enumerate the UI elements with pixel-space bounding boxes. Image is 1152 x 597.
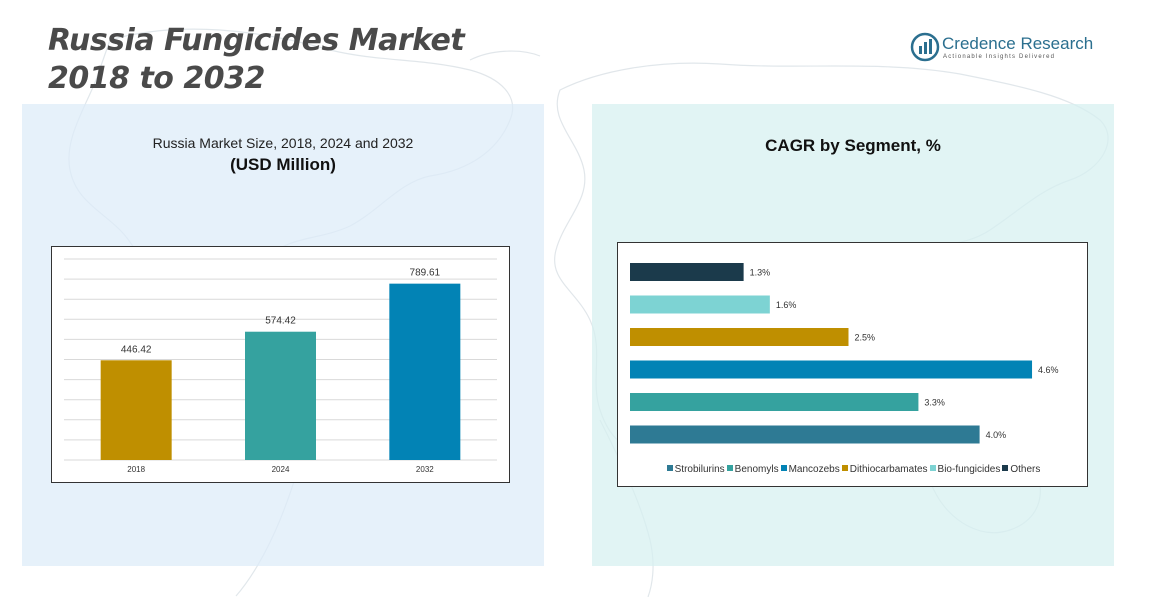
- brand-name-part2: Research: [1015, 34, 1094, 53]
- page-title-line2: 2018 to 2032: [48, 61, 265, 96]
- hbar-benomyls: [630, 393, 919, 411]
- bar-value-label: 574.42: [265, 316, 296, 327]
- cagr-chart-plot: 1.3% 1.6% 2.5% 4.6% 3.3% 4.0%: [630, 263, 1059, 444]
- x-tick-label: 2032: [416, 465, 434, 474]
- legend-swatch: [929, 465, 936, 471]
- hbar-others: [630, 263, 744, 281]
- bar-2032: [389, 283, 461, 460]
- legend-item: Mancozebs: [780, 464, 840, 475]
- legend-label: Strobilurins: [674, 464, 725, 475]
- bar-value-label: 789.61: [410, 268, 441, 279]
- legend-item: Strobilurins: [666, 464, 725, 475]
- hbar-value-label: 1.6%: [776, 300, 797, 310]
- hbar-value-label: 4.6%: [1038, 365, 1059, 375]
- hbar-value-label: 2.5%: [855, 333, 876, 343]
- legend-label: Mancozebs: [788, 464, 840, 475]
- legend-swatch: [726, 465, 733, 471]
- legend-item: Benomyls: [726, 464, 779, 475]
- bar-2024: [245, 331, 316, 460]
- legend-swatch: [666, 465, 673, 471]
- legend-label: Others: [1010, 464, 1041, 475]
- hbar-bio-fungicides: [630, 295, 770, 314]
- bar-value-label: 446.42: [121, 344, 152, 355]
- cagr-chart: 1.3% 1.6% 2.5% 4.6% 3.3% 4.0% Strobilurins Ben…: [617, 242, 1088, 487]
- x-tick-label: 2018: [127, 465, 145, 474]
- brand-tagline: Actionable Insights Delivered: [943, 54, 1056, 60]
- hbar-value-label: 3.3%: [924, 398, 945, 408]
- brand-name-part1: Credence: [942, 34, 1016, 53]
- bar-2018: [100, 360, 172, 460]
- market-size-chart-subtitle: (USD Million): [230, 155, 336, 174]
- hbar-value-label: 4.0%: [986, 430, 1007, 440]
- legend-label: Benomyls: [734, 464, 779, 475]
- market-size-chart-title: Russia Market Size, 2018, 2024 and 2032: [152, 135, 414, 151]
- market-size-chart: 446.42 2018 574.42 2024 789.61 2032: [51, 246, 510, 483]
- x-tick-label: 2024: [272, 465, 290, 474]
- legend-label: Bio-fungicides: [937, 464, 1001, 475]
- brand-logo: Credence Research Actionable Insights De…: [910, 32, 1140, 66]
- legend-item: Dithiocarbamates: [841, 464, 928, 475]
- cagr-chart-legend: Strobilurins Benomyls Mancozebs Dithiocarba…: [618, 464, 1089, 475]
- legend-swatch: [780, 465, 787, 471]
- cagr-chart-title: CAGR by Segment, %: [765, 136, 941, 155]
- page-title-line1: Russia Fungicides Market: [48, 23, 465, 58]
- hbar-strobilurins: [630, 425, 980, 444]
- page-title: Russia Fungicides Market 2018 to 2032: [48, 22, 568, 98]
- legend-item: Others: [1002, 464, 1040, 475]
- legend-label: Dithiocarbamates: [849, 464, 928, 475]
- legend-item: Bio-fungicides: [929, 464, 1001, 475]
- legend-swatch: [841, 465, 848, 471]
- brand-name: Credence Research: [942, 34, 1093, 54]
- hbar-dithiocarbamates: [630, 328, 849, 346]
- market-size-chart-plot: 446.42 2018 574.42 2024 789.61 2032: [64, 258, 497, 474]
- hbar-mancozebs: [630, 360, 1033, 379]
- legend-swatch: [1002, 465, 1009, 471]
- credence-logo-icon: [910, 32, 940, 62]
- hbar-value-label: 1.3%: [750, 268, 771, 278]
